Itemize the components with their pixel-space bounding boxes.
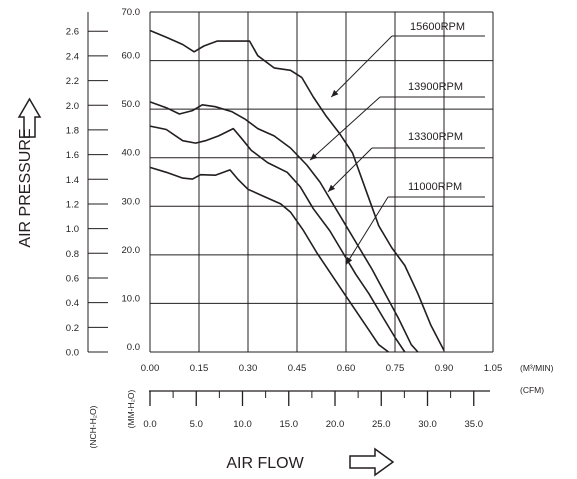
x-tick-label: 0.30 bbox=[239, 363, 258, 374]
series-line-11000RPM bbox=[149, 166, 389, 353]
cfm-tick-label: 5.0 bbox=[190, 419, 203, 430]
rpm-leader-line bbox=[309, 96, 381, 161]
rpm-leader-line bbox=[330, 35, 393, 98]
up-arrow-icon bbox=[17, 97, 42, 138]
inch-tick-label: 1.6 bbox=[66, 150, 79, 161]
inch-tick-label: 1.8 bbox=[66, 125, 79, 136]
y-unit-mm: (MM-H₂O) bbox=[126, 389, 136, 428]
series-line-13900RPM bbox=[149, 101, 419, 353]
inch-tick-label: 1.4 bbox=[66, 175, 79, 186]
curves bbox=[149, 29, 445, 353]
inch-tick-label: 1.0 bbox=[66, 224, 79, 235]
y-axis-title: AIR PRESSURE bbox=[17, 128, 34, 247]
mm-tick-label: 70.0 bbox=[122, 7, 141, 18]
inch-tick-label: 0.6 bbox=[66, 273, 79, 284]
cfm-tick-label: 0.0 bbox=[143, 419, 156, 430]
rpm-leader-line bbox=[345, 196, 389, 265]
rpm-leader-line bbox=[327, 147, 373, 193]
rpm-arrowhead bbox=[346, 257, 353, 265]
y-unit-inch: (NCH-H₂O) bbox=[88, 405, 98, 448]
cfm-tick-label: 30.0 bbox=[418, 419, 437, 430]
rpm-label-11000RPM: 11000RPM bbox=[408, 181, 462, 193]
rpm-label-13300RPM: 13300RPM bbox=[408, 131, 463, 143]
mm-tick-label: 50.0 bbox=[122, 99, 141, 110]
x-tick-label: 1.05 bbox=[484, 363, 503, 374]
inch-tick-label: 0.8 bbox=[66, 249, 79, 260]
mm-tick-label: 20.0 bbox=[122, 245, 141, 256]
rpm-arrowhead bbox=[310, 153, 318, 161]
tick-labels: 0.0 0.2 0.4 0.6 0.8 1.0 1.2 1.4 1.6 1.8 2.0 2.2 2.4 2… bbox=[66, 7, 502, 374]
cfm-tick-label: 10.0 bbox=[233, 419, 252, 430]
rpm-callouts: 15600RPM 13900RPM 13300RPM 11000RPM bbox=[309, 21, 485, 265]
rpm-arrowhead bbox=[331, 89, 339, 97]
right-arrow-icon bbox=[349, 447, 395, 477]
inch-tick-label: 0.4 bbox=[66, 298, 79, 309]
x-tick-label: 0.90 bbox=[435, 363, 454, 374]
cfm-tick-label: 20.0 bbox=[326, 419, 345, 430]
cfm-tick-label: 35.0 bbox=[465, 419, 484, 430]
cfm-tick-label: 25.0 bbox=[372, 419, 391, 430]
x-tick-label: 0.75 bbox=[386, 363, 405, 374]
inch-tick-label: 1.2 bbox=[66, 199, 79, 210]
series-line-13300RPM bbox=[149, 125, 406, 353]
x-unit-cfm: (CFM) bbox=[520, 385, 544, 395]
inch-tick-label: 2.4 bbox=[66, 51, 79, 62]
rpm-label-13900RPM: 13900RPM bbox=[408, 81, 463, 93]
mm-tick-label: 60.0 bbox=[122, 51, 141, 62]
inch-tick-label: 2.2 bbox=[66, 76, 79, 87]
mm-tick-label: 30.0 bbox=[122, 196, 141, 207]
x-tick-label: 0.15 bbox=[190, 363, 209, 374]
inch-tick-label: 0.2 bbox=[66, 323, 79, 334]
mm-tick-label: 40.0 bbox=[122, 148, 141, 159]
x-axis-title: AIR FLOW bbox=[226, 455, 304, 472]
x-tick-label: 0.60 bbox=[337, 363, 356, 374]
inch-tick-label: 2.6 bbox=[66, 27, 79, 38]
mm-tick-label: 0.0 bbox=[127, 342, 140, 353]
x-tick-label: 0.00 bbox=[141, 363, 160, 374]
inch-tick-label: 2.0 bbox=[66, 101, 79, 112]
inch-tick-label: 0.0 bbox=[66, 348, 79, 359]
mm-tick-label: 10.0 bbox=[122, 293, 141, 304]
rpm-label-15600RPM: 15600RPM bbox=[410, 21, 465, 33]
x-tick-label: 0.45 bbox=[288, 363, 307, 374]
cfm-tick-label: 15.0 bbox=[280, 419, 299, 430]
cfm-axis: 0.0 5.0 10.0 15.0 20.0 25.0 30.0 35.0 bbox=[143, 390, 490, 430]
rpm-arrowhead bbox=[328, 184, 336, 192]
x-unit-m3min: (M³/MIN) bbox=[520, 363, 554, 373]
series-line-15600RPM bbox=[149, 29, 445, 351]
